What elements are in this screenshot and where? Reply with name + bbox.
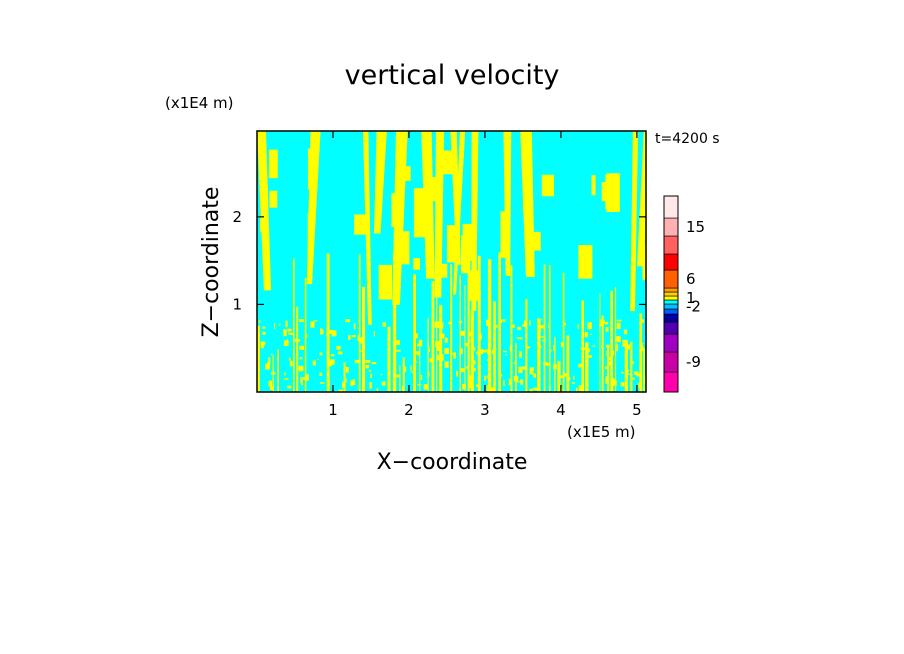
colorbar-band	[663, 299, 679, 305]
colorbar-band	[663, 253, 679, 271]
colorbar-frame	[663, 195, 679, 393]
colorbar-label: 6	[686, 270, 696, 288]
x-tick-label: 3	[480, 401, 490, 419]
y-axis-label: Z−coordinate	[199, 187, 224, 338]
colorbar-band	[663, 308, 679, 315]
time-label: t=4200 s	[655, 131, 720, 147]
colorbar-label: -2	[686, 298, 701, 316]
colorbar-band	[663, 291, 679, 297]
chart-title: vertical velocity	[345, 60, 560, 91]
colorbar-band	[663, 235, 679, 255]
x-axis-unit: (x1E5 m)	[567, 423, 636, 441]
colorbar-band	[663, 295, 679, 301]
plot-frame	[256, 130, 647, 393]
colorbar-band	[663, 217, 679, 237]
y-tick-label: 2	[232, 208, 242, 226]
colorbar-label: 15	[686, 218, 705, 236]
positive-velocity-region	[257, 131, 646, 392]
colorbar-band	[663, 303, 679, 310]
velocity-field	[257, 131, 646, 392]
x-axis-ticks: 1 2 3 4 5	[328, 131, 642, 419]
colorbar-label: 1	[686, 289, 696, 307]
colorbar-band	[663, 195, 679, 219]
colorbar-band	[663, 333, 679, 353]
x-tick-label: 4	[556, 401, 566, 419]
colorbar-band	[663, 371, 679, 393]
colorbar-band	[663, 269, 679, 289]
x-tick-label: 2	[404, 401, 414, 419]
x-tick-label: 5	[632, 401, 642, 419]
x-tick-label: 1	[328, 401, 338, 419]
colorbar: -9 -216 15	[663, 195, 705, 393]
colorbar-band	[663, 351, 679, 373]
colorbar-band	[663, 313, 679, 323]
y-axis-unit: (x1E4 m)	[165, 94, 234, 112]
x-axis-label: X−coordinate	[377, 450, 528, 475]
colorbar-label: -9	[686, 353, 701, 371]
colorbar-band	[663, 287, 679, 293]
colorbar-band	[663, 321, 679, 335]
y-axis-ticks: 12	[232, 208, 646, 313]
y-tick-label: 1	[232, 295, 242, 313]
